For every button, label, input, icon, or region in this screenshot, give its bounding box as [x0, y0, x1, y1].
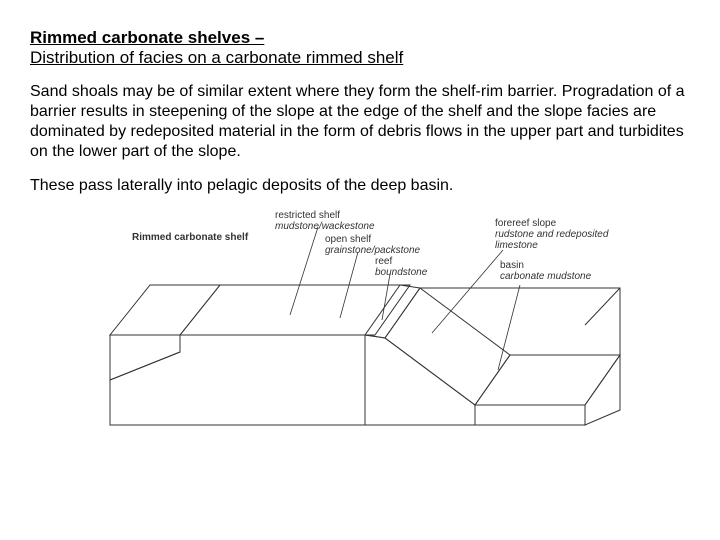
block-front-face	[110, 335, 585, 425]
label-open-shelf-l2: grainstone/packstone	[325, 245, 421, 256]
label-forereef-l2: rudstone and redeposited	[495, 229, 609, 240]
label-open-shelf: open shelf grainstone/packstone	[325, 234, 421, 256]
water-surface	[420, 288, 620, 355]
label-forereef-l1: forereef slope	[495, 218, 557, 229]
land-front-face	[110, 335, 180, 380]
label-forereef: forereef slope rudstone and redeposited …	[495, 218, 609, 251]
shelf-top	[180, 285, 410, 335]
heading-line1: Rimmed carbonate shelves –	[30, 28, 690, 48]
label-basin: basin carbonate mudstone	[500, 260, 592, 282]
label-restricted-shelf-l2: mudstone/wackestone	[275, 221, 375, 232]
block-right-face	[585, 355, 620, 425]
label-forereef-l3: limestone	[495, 240, 538, 251]
basin-floor	[475, 355, 620, 405]
paragraph-1: Sand shoals may be of similar extent whe…	[30, 82, 690, 162]
land-wedge	[110, 285, 220, 335]
leader-reef	[382, 274, 390, 320]
shelf-diagram-svg: Rimmed carbonate shelf restricted shelf …	[80, 210, 640, 440]
label-reef: reef boundstone	[375, 256, 428, 278]
label-reef-l1: reef	[375, 256, 392, 267]
reef-strip	[365, 285, 420, 338]
heading-line2: Distribution of facies on a carbonate ri…	[30, 48, 690, 68]
label-restricted-shelf: restricted shelf mudstone/wackestone	[275, 210, 375, 232]
slope-back	[385, 288, 510, 405]
leader-forereef	[432, 250, 503, 333]
label-open-shelf-l1: open shelf	[325, 234, 371, 245]
label-basin-l1: basin	[500, 260, 524, 271]
water-edge	[585, 288, 620, 325]
paragraph-2: These pass laterally into pelagic deposi…	[30, 176, 690, 196]
label-reef-l2: boundstone	[375, 267, 428, 278]
diagram-title-l1: Rimmed carbonate shelf	[132, 232, 249, 243]
shelf-diagram: Rimmed carbonate shelf restricted shelf …	[80, 210, 640, 445]
label-restricted-shelf-l1: restricted shelf	[275, 210, 340, 221]
label-basin-l2: carbonate mudstone	[500, 271, 592, 282]
leader-restricted	[290, 227, 318, 315]
